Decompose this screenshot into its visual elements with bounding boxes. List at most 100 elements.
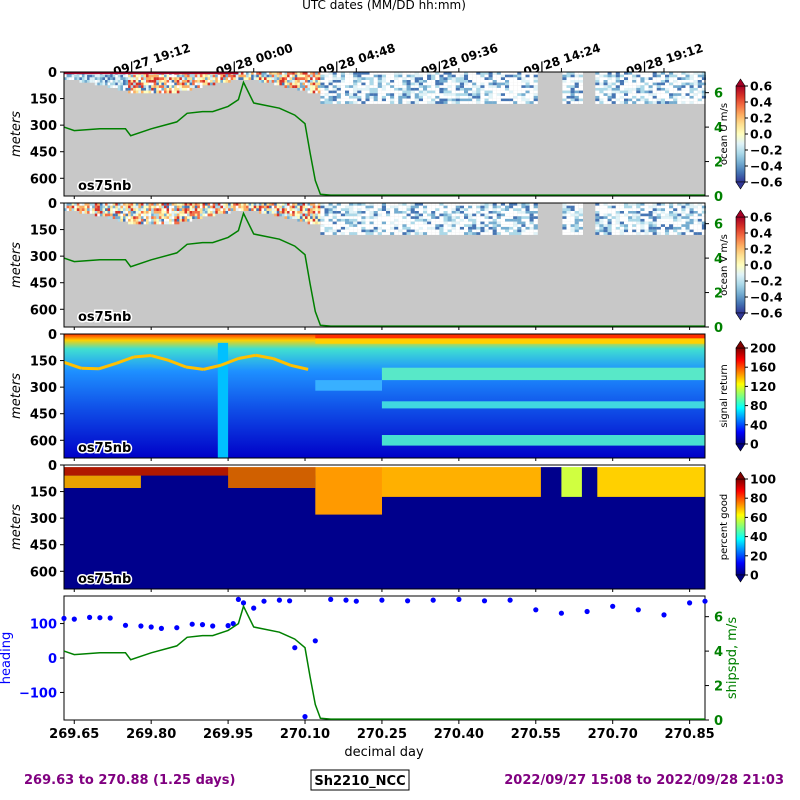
velocity-cell <box>492 203 497 206</box>
velocity-cell <box>636 82 641 86</box>
velocity-cell <box>310 221 313 225</box>
velocity-cell <box>566 226 571 230</box>
velocity-cell <box>496 80 501 83</box>
velocity-cell <box>697 213 702 217</box>
velocity-cell <box>648 82 653 86</box>
velocity-cell <box>194 77 198 80</box>
velocity-cell <box>246 205 249 209</box>
velocity-cell <box>135 216 139 219</box>
velocity-cell <box>423 229 428 233</box>
velocity-cell <box>427 82 432 86</box>
velocity-cell <box>99 80 103 83</box>
velocity-cell <box>472 95 477 99</box>
velocity-cell <box>266 208 270 211</box>
velocity-cell <box>345 72 350 75</box>
velocity-cell <box>533 213 538 217</box>
velocity-cell <box>439 87 444 91</box>
velocity-cell <box>353 80 358 83</box>
velocity-cell <box>562 211 567 214</box>
velocity-cell <box>455 213 460 217</box>
velocity-cell <box>673 229 678 233</box>
velocity-cell <box>611 90 616 94</box>
velocity-cell <box>349 232 354 235</box>
velocity-cell <box>324 87 329 91</box>
velocity-cell <box>414 74 419 78</box>
velocity-cell <box>607 205 612 209</box>
velocity-cell <box>406 85 411 88</box>
velocity-cell <box>685 77 690 80</box>
velocity-cell <box>353 93 358 96</box>
velocity-cell <box>615 90 620 94</box>
velocity-cell <box>297 87 300 91</box>
velocity-cell <box>299 77 303 80</box>
velocity-cell <box>210 213 213 217</box>
velocity-cell <box>648 208 653 211</box>
velocity-cell <box>279 72 282 75</box>
velocity-cell <box>299 216 303 219</box>
velocity-cell <box>307 213 311 217</box>
velocity-cell <box>427 229 432 233</box>
heading-point <box>661 612 667 618</box>
velocity-cell <box>276 205 280 209</box>
velocity-cell <box>640 232 645 235</box>
velocity-cell <box>365 77 370 80</box>
velocity-cell <box>697 101 702 104</box>
velocity-cell <box>513 224 518 227</box>
velocity-cell <box>148 82 152 86</box>
velocity-cell <box>656 72 661 75</box>
velocity-cell <box>595 101 600 104</box>
velocity-cell <box>386 211 391 214</box>
velocity-cell <box>156 80 159 83</box>
velocity-cell <box>619 229 624 233</box>
velocity-cell <box>394 77 399 80</box>
velocity-cell <box>181 77 185 80</box>
velocity-cell <box>130 221 134 225</box>
velocity-cell <box>648 203 653 206</box>
velocity-cell <box>353 74 358 78</box>
velocity-cell <box>513 87 518 91</box>
shipspd-tick-label: 6 <box>714 611 723 626</box>
velocity-cell <box>406 77 411 80</box>
velocity-cell <box>171 203 175 206</box>
velocity-cell <box>669 205 674 209</box>
velocity-cell <box>164 80 167 83</box>
velocity-cell <box>287 203 290 206</box>
velocity-cell <box>253 72 257 75</box>
velocity-cell <box>320 203 325 206</box>
velocity-cell <box>603 74 608 78</box>
velocity-cell <box>302 82 306 86</box>
velocity-cell <box>161 208 164 211</box>
velocity-cell <box>603 226 608 230</box>
velocity-cell <box>439 213 444 217</box>
velocity-cell <box>349 95 354 99</box>
velocity-cell <box>603 205 608 209</box>
velocity-cell <box>207 74 211 78</box>
footer-cruise-id: Sh2210_NCC <box>314 774 405 789</box>
heading-point <box>287 598 293 604</box>
velocity-cell <box>184 218 188 222</box>
velocity-cell <box>607 213 612 217</box>
velocity-cell <box>689 93 694 96</box>
velocity-cell <box>451 82 456 86</box>
velocity-cell <box>636 80 641 83</box>
velocity-cell <box>447 101 452 104</box>
velocity-cell <box>492 224 497 227</box>
velocity-cell <box>199 208 203 211</box>
velocity-cell <box>197 211 200 214</box>
velocity-cell <box>656 98 661 102</box>
velocity-cell <box>289 85 293 88</box>
velocity-cell <box>570 98 575 102</box>
velocity-cell <box>369 85 374 88</box>
velocity-cell <box>328 93 333 96</box>
velocity-cell <box>603 203 608 206</box>
velocity-cell <box>381 232 386 235</box>
velocity-cell <box>294 85 298 88</box>
velocity-cell <box>381 218 386 222</box>
velocity-cell <box>394 226 399 230</box>
velocity-cell <box>328 221 333 225</box>
velocity-cell <box>386 98 391 102</box>
velocity-cell <box>578 85 583 88</box>
heading-frame <box>63 595 706 721</box>
velocity-cell <box>624 82 629 86</box>
velocity-cell <box>410 85 415 88</box>
